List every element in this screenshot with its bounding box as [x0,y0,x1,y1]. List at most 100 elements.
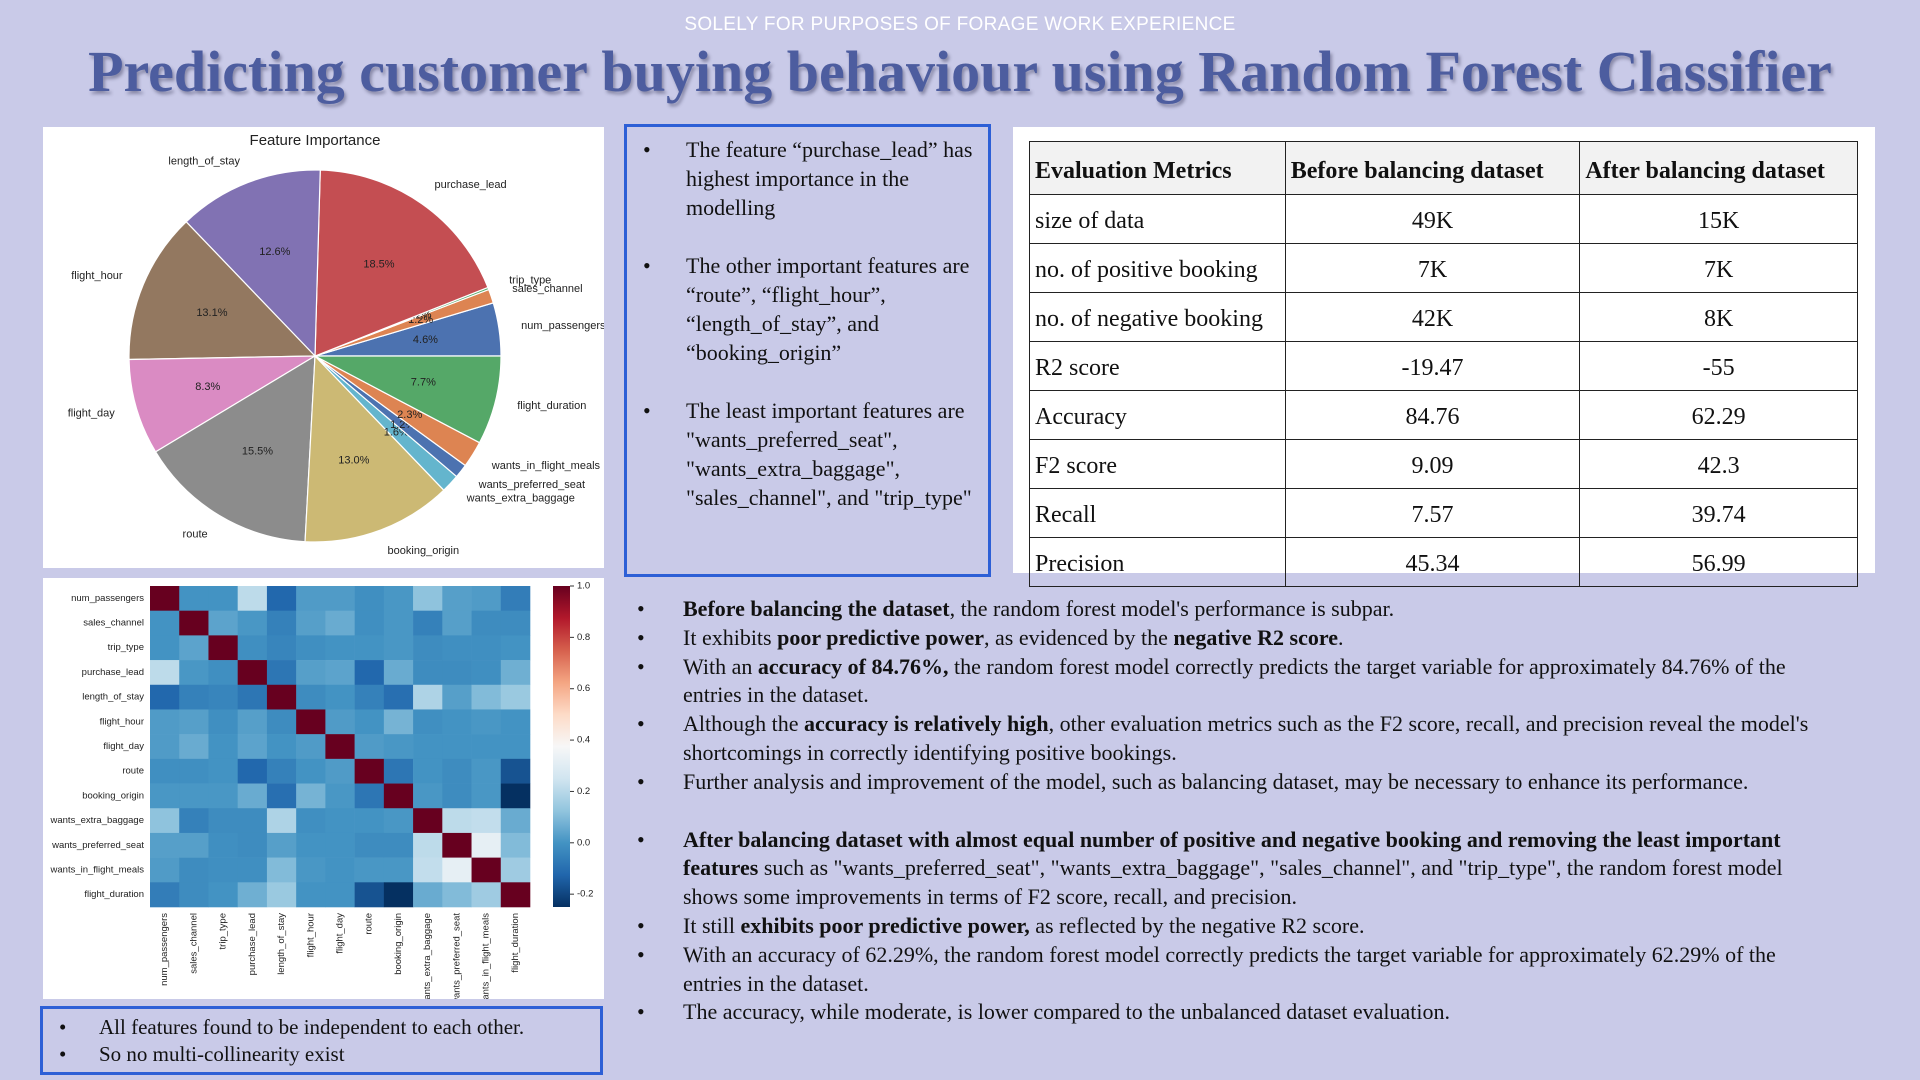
heatmap-cell [237,660,268,686]
heatmap-cell [237,758,268,784]
heatmap-cell [413,882,443,908]
slice-label: flight_duration [517,400,586,412]
heatmap-cell [325,832,355,858]
heatmap-cell [471,610,502,636]
heatmap-cell [266,734,297,760]
heatmap-cell [383,882,414,908]
cell: 39.74 [1579,488,1858,538]
correlation-notes: All features found to be independent to … [40,1006,603,1075]
heatmap-cell [500,610,531,636]
bullet: The feature “purchase_lead” has highest … [627,135,988,222]
heatmap-cell [237,684,268,710]
y-tick-label: wants_extra_baggage [50,815,145,826]
heatmap-cell [383,832,414,858]
heatmap-cell [442,610,472,636]
slice-label: wants_preferred_seat [478,479,585,491]
heatmap-cell [354,832,385,858]
cell: 9.09 [1284,439,1581,489]
row: Recall 7.57 39.74 [1029,488,1858,538]
heatmap-cell [383,660,414,686]
text-segment: such as "wants_preferred_seat", "wants_e… [683,855,1783,910]
heatmap-cell [266,832,297,858]
text-segment: accuracy of 84.76%, [757,653,949,679]
heatmap-cell [266,882,297,908]
heatmap-cell [383,684,414,710]
chart-title: Feature Importance [250,132,381,149]
row: Accuracy 84.76 62.29 [1029,390,1858,440]
x-tick-label: wants_extra_baggage [422,913,433,999]
heatmap-cell [296,734,326,760]
heatmap-cell [296,684,326,710]
cell: 7K [1579,243,1858,293]
text-segment: negative R2 score [1173,624,1338,650]
bullet: After balancing dataset with almost equa… [637,826,1837,912]
text-segment: The accuracy, while moderate, is lower c… [683,999,1451,1025]
y-tick-label: booking_origin [82,790,144,801]
heatmap-cell [296,882,326,908]
row: Precision 45.34 56.99 [1029,537,1858,587]
x-tick-label: num_passengers [159,913,170,986]
colorbar-tick-label: 0.2 [577,786,590,797]
pie-slice [185,169,321,358]
y-tick-label: trip_type [108,642,144,653]
slice-label: flight_hour [71,270,123,282]
heatmap-cell [208,635,238,661]
heatmap-cell [237,709,268,735]
heatmap-cell [179,610,209,636]
heatmap-cell [179,808,209,834]
slice-value-label: 13.1% [196,307,227,319]
bullet: It exhibits poor predictive power, as ev… [637,624,1837,653]
heatmap-cell [179,734,209,760]
heatmap-cell [471,586,502,611]
heatmap-cell [354,684,385,710]
heatmap-cell [354,610,385,636]
heatmap-cell [296,857,326,883]
header-cell: After balancing dataset [1579,141,1858,195]
heatmap-cell [150,586,180,611]
heatmap-cell [500,808,531,834]
heatmap-cell [413,586,443,611]
heatmap-cell [208,610,238,636]
pie-slice [304,354,445,543]
cell: 45.34 [1284,537,1581,587]
pie-slice [154,354,316,543]
header-row: Evaluation Metrics Before balancing datas… [1029,141,1858,195]
y-tick-label: num_passengers [71,593,144,604]
heatmap-cell [442,832,472,858]
y-tick-label: wants_in_flight_meals [50,864,145,875]
heatmap-cell [325,610,355,636]
heatmap-panel: num_passengers num_passengers sales_channe… [43,578,604,1008]
heatmap-cell [442,783,472,809]
cell: size of data [1029,194,1286,244]
cell: 15K [1579,194,1858,244]
x-tick-label: flight_day [335,913,346,954]
heatmap-cell [296,783,326,809]
heatmap-cell [471,832,502,858]
slice-value-label: 7.7% [411,377,436,389]
heatmap-cell [208,758,238,784]
heatmap-cell [442,709,472,735]
slice-value-label: 13.0% [338,455,369,467]
heatmap-cell [354,758,385,784]
cell: Accuracy [1029,390,1286,440]
slice-label: wants_extra_baggage [466,493,575,505]
cell: R2 score [1029,341,1286,391]
heatmap-cell [296,758,326,784]
heatmap-cell [266,660,297,686]
heatmap-cell [442,660,472,686]
cell: no. of negative booking [1029,292,1286,342]
heatmap-cell [325,635,355,661]
heatmap-cell [413,808,443,834]
text-segment: With an [683,653,758,679]
x-tick-label: purchase_lead [247,913,258,975]
heatmap-cell [266,783,297,809]
x-tick-label: flight_duration [510,913,521,973]
heatmap-cell [150,857,180,883]
heatmap-cell [325,808,355,834]
bullet: Before balancing the dataset, the random… [637,595,1837,624]
heatmap-cell [325,734,355,760]
heatmap-cell [383,586,414,611]
heatmap-cell [208,709,238,735]
heatmap-cell [179,832,209,858]
x-tick-label: sales_channel [188,913,199,974]
